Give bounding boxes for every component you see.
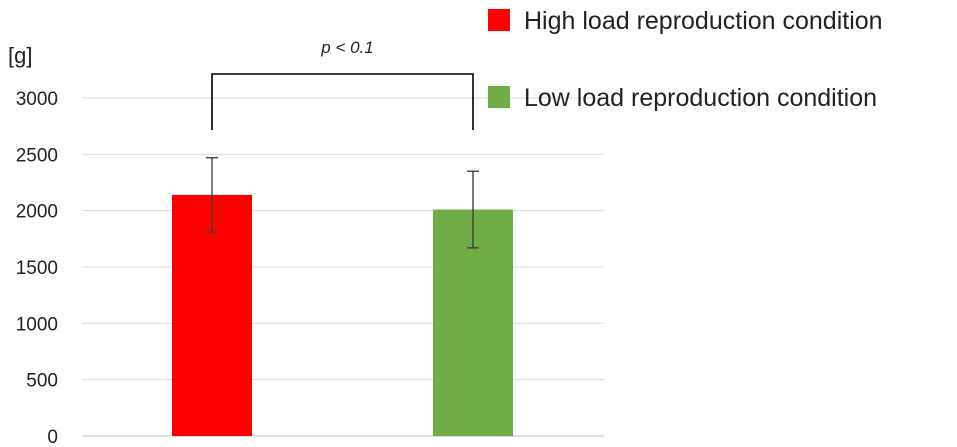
y-tick-label: 2500 xyxy=(16,145,58,166)
y-axis-unit-label: [g] xyxy=(8,43,32,68)
bracket-line xyxy=(211,73,474,130)
legend-label: High load reproduction condition xyxy=(524,7,883,35)
y-tick-label: 500 xyxy=(26,371,58,392)
error-bar xyxy=(206,157,218,233)
y-axis-tick-labels: 0 500 1000 1500 2000 2500 3000 xyxy=(16,89,58,447)
y-tick-label: 1500 xyxy=(16,258,58,279)
y-tick-label: 0 xyxy=(47,427,58,447)
significance-bracket: p < 0.1 xyxy=(211,38,474,130)
error-bars xyxy=(206,157,479,249)
error-bar xyxy=(467,170,479,249)
y-tick-label: 3000 xyxy=(16,89,58,110)
legend: High load reproduction condition Low load… xyxy=(488,7,883,112)
y-tick-label: 2000 xyxy=(16,202,58,223)
y-tick-label: 1000 xyxy=(16,314,58,335)
legend-label: Low load reproduction condition xyxy=(524,84,877,112)
bar xyxy=(172,194,252,436)
legend-swatch xyxy=(488,86,510,108)
legend-swatch xyxy=(488,9,510,31)
bars xyxy=(172,194,513,436)
significance-label: p < 0.1 xyxy=(320,38,373,57)
gridlines xyxy=(82,97,604,437)
